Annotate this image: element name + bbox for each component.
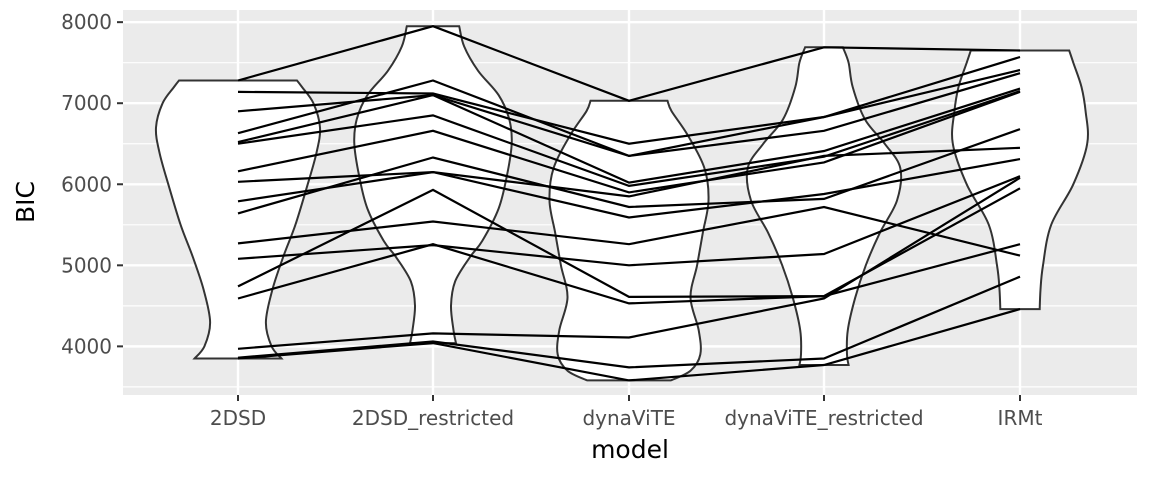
subject-line — [237, 72, 1021, 158]
subject-line — [237, 187, 1021, 299]
x-axis-ticks: 2DSD 2DSD_restricted dynaViTE dynaViTE_rest… — [210, 395, 1043, 430]
subject-line — [237, 55, 1021, 145]
x-tick-label: 2DSD — [210, 406, 266, 430]
x-tick-label: dynaViTE — [582, 406, 675, 430]
violin-2DSD — [154, 79, 322, 360]
subject-line — [237, 275, 1021, 369]
subject-lines — [237, 25, 1021, 382]
y-tick-label: 5000 — [61, 253, 112, 277]
subject-line — [237, 176, 1021, 350]
subject-line — [237, 90, 1021, 194]
y-tick-label: 4000 — [61, 334, 112, 358]
x-axis-title: model — [591, 435, 669, 464]
y-tick-label: 6000 — [61, 172, 112, 196]
y-tick-label: 7000 — [61, 91, 112, 115]
subject-line — [237, 25, 1021, 102]
subject-line — [237, 308, 1021, 382]
x-tick-label: 2DSD_restricted — [352, 406, 514, 430]
subject-line — [237, 90, 1021, 188]
subject-line — [237, 175, 1021, 267]
subject-line — [237, 205, 1021, 257]
violin-IRMt — [951, 49, 1089, 311]
x-tick-label: dynaViTE_restricted — [724, 406, 923, 430]
subject-line — [237, 158, 1021, 219]
y-axis-ticks: 4000 5000 6000 7000 8000 — [61, 10, 123, 358]
subject-line — [237, 243, 1021, 305]
subject-line — [237, 128, 1021, 215]
y-axis-title: BIC — [11, 181, 40, 223]
subject-line — [237, 87, 1021, 184]
x-tick-label: IRMt — [998, 406, 1043, 430]
y-tick-label: 8000 — [61, 10, 112, 34]
